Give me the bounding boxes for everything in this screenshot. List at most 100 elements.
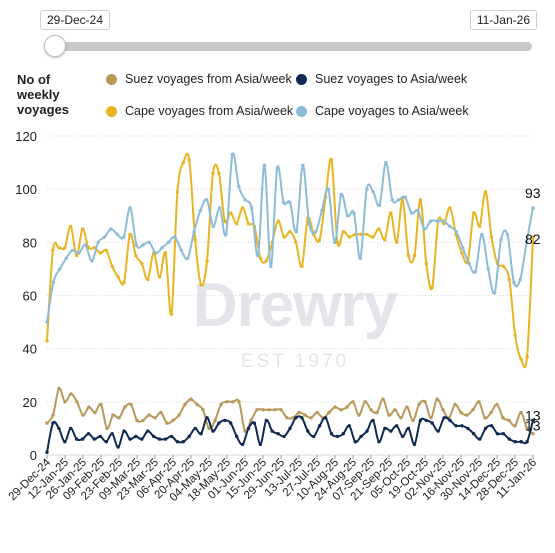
data-point — [429, 416, 433, 420]
data-point — [198, 208, 203, 213]
data-point — [98, 251, 103, 255]
series-line-suez-to — [46, 415, 534, 454]
data-point — [157, 275, 162, 279]
data-point — [363, 400, 367, 404]
data-point — [312, 434, 316, 439]
range-end-label: 11-Jan-26 — [469, 10, 537, 30]
data-point — [454, 230, 458, 234]
slider-track[interactable] — [52, 42, 532, 51]
data-point — [411, 418, 415, 423]
data-point — [300, 416, 304, 420]
data-point — [175, 440, 180, 444]
data-point — [341, 432, 345, 436]
legend-label: Suez voyages to Asia/week — [315, 72, 468, 86]
data-point — [418, 418, 423, 423]
slider-handle[interactable] — [44, 35, 66, 57]
data-point — [472, 211, 476, 215]
data-point — [205, 198, 209, 202]
data-point — [249, 206, 254, 210]
data-point — [307, 222, 311, 226]
data-point — [267, 408, 271, 412]
data-point — [218, 206, 222, 210]
data-point — [231, 400, 235, 404]
data-point — [163, 251, 168, 255]
data-point — [83, 243, 88, 247]
data-point — [448, 224, 452, 229]
data-point — [329, 158, 334, 162]
data-point — [448, 206, 452, 210]
data-point — [211, 171, 215, 175]
data-point — [297, 410, 301, 415]
data-point — [335, 434, 340, 439]
data-point — [129, 402, 133, 407]
data-point — [405, 405, 409, 409]
data-point — [64, 256, 68, 260]
y-tick-label: 120 — [15, 129, 37, 144]
data-point — [507, 418, 511, 423]
legend-item-cape-from[interactable]: Cape voyages from Asia/week — [106, 104, 293, 118]
data-point — [207, 426, 211, 431]
data-point — [371, 418, 375, 423]
data-point — [189, 397, 193, 401]
data-point — [237, 184, 241, 189]
data-point — [157, 437, 162, 441]
data-point — [400, 198, 405, 202]
data-point — [377, 227, 381, 231]
data-point — [345, 214, 350, 218]
data-point — [147, 240, 151, 244]
data-point — [383, 426, 387, 431]
data-point — [223, 219, 227, 223]
data-point — [80, 227, 85, 231]
data-point — [141, 418, 145, 423]
data-point — [357, 413, 361, 417]
data-point — [335, 240, 340, 244]
data-point — [513, 333, 517, 338]
y-axis-title-line: No of — [17, 72, 51, 87]
data-point — [115, 232, 120, 237]
data-point — [347, 424, 351, 428]
data-point — [199, 432, 203, 436]
data-point — [288, 200, 292, 205]
data-point — [430, 285, 434, 290]
data-point — [213, 418, 217, 423]
data-point — [223, 418, 227, 423]
data-point — [294, 240, 298, 244]
data-point — [205, 259, 209, 263]
data-point — [128, 206, 132, 210]
y-axis-title-line: weekly — [17, 87, 60, 102]
data-point — [134, 253, 138, 258]
data-point — [192, 230, 196, 234]
end-value-label: 13 — [525, 408, 541, 424]
data-point — [442, 416, 446, 420]
data-point — [237, 400, 241, 404]
data-point — [400, 434, 405, 439]
data-point — [159, 410, 163, 415]
data-point — [507, 277, 511, 282]
data-point — [140, 437, 144, 441]
data-point — [323, 416, 328, 420]
data-point — [74, 437, 79, 441]
data-point — [519, 440, 523, 444]
data-point — [262, 163, 267, 167]
date-range-slider[interactable]: 29-Dec-24 11-Jan-26 — [0, 0, 555, 60]
data-point — [282, 434, 286, 439]
data-point — [193, 426, 197, 431]
legend-item-cape-to[interactable]: Cape voyages to Asia/week — [296, 104, 469, 118]
data-point — [249, 418, 253, 423]
data-point — [288, 426, 292, 431]
data-point — [110, 432, 114, 436]
legend-swatch — [106, 73, 117, 85]
data-point — [261, 408, 265, 412]
data-point — [163, 437, 168, 441]
legend-item-suez-to[interactable]: Suez voyages to Asia/week — [296, 72, 467, 86]
data-point — [140, 261, 144, 266]
y-tick-label: 20 — [23, 395, 37, 410]
data-point — [519, 410, 523, 415]
data-point — [105, 426, 109, 431]
data-point — [417, 402, 421, 407]
data-point — [99, 402, 103, 407]
legend-item-suez-from[interactable]: Suez voyages from Asia/week — [106, 72, 292, 86]
data-point — [412, 442, 417, 447]
data-point — [467, 261, 471, 266]
data-point — [326, 187, 331, 191]
